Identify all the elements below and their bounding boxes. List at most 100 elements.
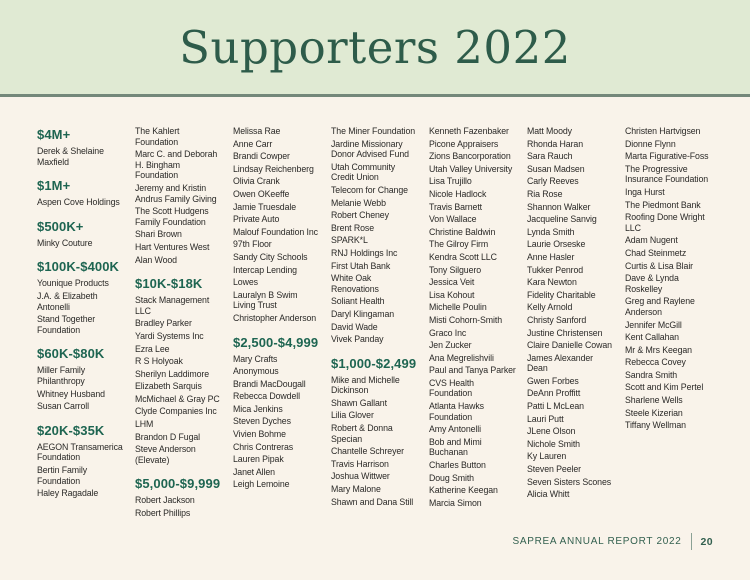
- supporter-name: Lauri Putt: [527, 413, 564, 424]
- supporter-name: Seven Sisters Scones: [527, 476, 612, 487]
- supporter-name: Alicia Whitt: [527, 489, 570, 500]
- supporter-name: Chris Contreras: [233, 441, 294, 452]
- supporter-name: Soliant Health: [331, 296, 385, 307]
- supporter-name: DeAnn Proffitt: [527, 388, 581, 399]
- supporter-name: LHM: [135, 419, 154, 430]
- supporter-name: Clyde Companies Inc: [135, 406, 217, 417]
- supporter-name: Mr & Mrs Keegan: [625, 344, 692, 355]
- supporter-name: Lisa Kohout: [429, 289, 475, 300]
- supporter-name: CVS Health Foundation: [429, 377, 474, 399]
- supporter-column: The Kahlert Foundation Marc C. and Debora…: [135, 126, 223, 521]
- supporter-name: Claire Danielle Cowan: [527, 340, 612, 351]
- supporter-columns: $4M+ Derek & Shelaine Maxfield $1M+ Aspen C…: [37, 126, 713, 521]
- page-number: 20: [700, 535, 713, 548]
- supporter-name: Justine Christensen: [527, 327, 603, 338]
- supporter-name: Private Auto: [233, 214, 280, 225]
- footer-divider: [690, 533, 692, 550]
- supporter-name: Picone Appraisers: [429, 138, 499, 149]
- supporter-name: Christine Baldwin: [429, 226, 496, 237]
- supporter-name: Vivien Bohme: [233, 429, 286, 440]
- tier-header: $60K-$80K: [37, 346, 105, 362]
- supporter-name: Patti L McLean: [527, 401, 584, 412]
- supporter-name: Mary Malone: [331, 484, 381, 495]
- supporter-name: Leigh Lemoine: [233, 479, 290, 490]
- supporter-name: Shari Brown: [135, 229, 182, 240]
- supporter-name: Laurie Orseske: [527, 239, 586, 250]
- supporter-name: Elizabeth Sarquis: [135, 381, 202, 392]
- supporter-name: Hart Ventures West: [135, 241, 210, 252]
- supporter-name: Steven Peeler: [527, 464, 581, 475]
- supporter-name: SPARK*L: [331, 235, 368, 246]
- supporter-name: Doug Smith: [429, 472, 474, 483]
- supporter-name: Stand Together Foundation: [37, 314, 96, 335]
- supporter-name: Aspen Cove Holdings: [37, 197, 120, 208]
- supporter-name: Jessica Veit: [429, 277, 475, 288]
- supporter-name: Kelly Arnold: [527, 302, 573, 313]
- supporter-name: Sara Rauch: [527, 151, 573, 162]
- supporter-name: Bertin Family Foundation: [37, 464, 88, 486]
- supporter-name: Amy Antonelli: [429, 424, 481, 435]
- supporter-name: Lauren Pipak: [233, 454, 284, 465]
- supporter-name: James Alexander Dean: [527, 352, 593, 374]
- supporter-name: Graco Inc: [429, 327, 467, 338]
- tier-header: $10K-$18K: [135, 276, 203, 292]
- supporter-name: Derek & Shelaine Maxfield: [37, 146, 104, 167]
- supporter-name: Mary Crafts: [233, 353, 278, 364]
- supporter-name: Kent Callahan: [625, 332, 679, 343]
- supporter-name: Susan Madsen: [527, 163, 585, 174]
- supporter-name: Rebecca Covey: [625, 357, 686, 368]
- supporter-name: Bradley Parker: [135, 318, 192, 329]
- supporter-name: Brandi MacDougall: [233, 378, 306, 389]
- supporter-name: Travis Barnett: [429, 201, 483, 212]
- supporter-name: Shannon Walker: [527, 201, 591, 212]
- supporter-name: Paul and Tanya Parker: [429, 365, 516, 376]
- supporter-name: Travis Harrison: [331, 458, 389, 469]
- tier-header: $5,000-$9,999: [135, 476, 221, 492]
- supporter-name: Mike and Michelle Dickinson: [331, 374, 400, 396]
- supporter-name: Bob and Mimi Buchanan: [429, 436, 482, 458]
- supporter-name: Atlanta Hawks Foundation: [429, 401, 484, 422]
- supporter-name: Ezra Lee: [135, 343, 170, 354]
- supporter-name: Chantelle Schreyer: [331, 446, 405, 457]
- supporter-name: Carly Reeves: [527, 176, 579, 187]
- supporter-name: Robert & Donna Specian: [331, 423, 393, 444]
- supporter-name: Steven Dyches: [233, 416, 291, 427]
- supporter-name: Janet Allen: [233, 466, 275, 477]
- supporter-name: Chad Steinmetz: [625, 247, 687, 258]
- tier-header: $2,500-$4,999: [233, 334, 319, 350]
- supporter-name: Gwen Forbes: [527, 375, 579, 386]
- supporter-name: Sandra Smith: [625, 369, 678, 380]
- supporter-name: Misti Cohorn-Smith: [429, 314, 502, 325]
- supporter-name: Nicole Hadlock: [429, 188, 487, 199]
- supporter-name: Melissa Rae: [233, 126, 281, 136]
- supporter-name: David Wade: [331, 321, 378, 332]
- supporter-name: JLene Olson: [527, 426, 576, 437]
- supporter-name: McMichael & Gray PC: [135, 393, 220, 404]
- supporter-name: Lindsay Reichenberg: [233, 163, 314, 174]
- supporter-name: Anne Hasler: [527, 251, 575, 262]
- supporter-name: Alan Wood: [135, 254, 177, 265]
- supporter-name: 97th Floor: [233, 239, 272, 250]
- supporter-name: Ky Lauren: [527, 451, 567, 462]
- tier-header: $1,000-$2,499: [331, 355, 417, 371]
- supporter-name: Robert Jackson: [135, 495, 195, 506]
- supporter-name: Lisa Trujillo: [429, 176, 472, 187]
- supporter-name: Marcia Simon: [429, 497, 482, 508]
- supporter-name: Zions Bancorporation: [429, 151, 511, 162]
- supporter-name: Christopher Anderson: [233, 312, 317, 323]
- supporter-name: Dave & Lynda Roskelley: [625, 273, 679, 294]
- supporter-name: Brent Rose: [331, 222, 375, 233]
- supporter-name: Michelle Poulin: [429, 302, 487, 313]
- tier-header: $500K+: [37, 218, 84, 234]
- supporter-name: Intercap Lending: [233, 264, 297, 275]
- supporter-name: Olivia Crank: [233, 176, 280, 187]
- supporter-name: Anne Carr: [233, 138, 273, 149]
- tier-header: $20K-$35K: [37, 422, 105, 438]
- supporter-name: Whitney Husband: [37, 388, 105, 399]
- content-area: $4M+ Derek & Shelaine Maxfield $1M+ Aspen C…: [0, 97, 750, 521]
- supporter-name: The Kahlert Foundation: [135, 126, 180, 147]
- supporter-name: Von Wallace: [429, 214, 477, 225]
- supporter-name: Curtis & Lisa Blair: [625, 260, 694, 271]
- supporter-name: The Gilroy Firm: [429, 239, 489, 250]
